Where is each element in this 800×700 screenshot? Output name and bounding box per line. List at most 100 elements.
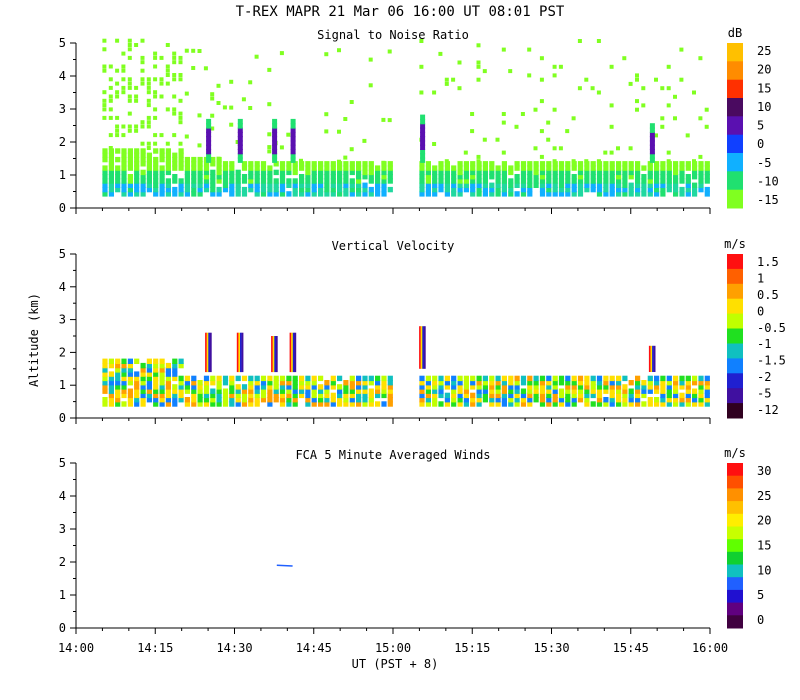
colorbar-label: 5 bbox=[757, 119, 764, 133]
snr-cell bbox=[501, 191, 507, 197]
velocity-cell bbox=[577, 392, 584, 399]
snr-cell bbox=[324, 161, 330, 167]
snr-cell bbox=[216, 161, 222, 167]
velocity-cell bbox=[698, 380, 704, 386]
velocity-cell bbox=[165, 367, 171, 373]
snr-cell bbox=[419, 174, 425, 180]
snr-cell bbox=[685, 191, 691, 197]
snr-cell bbox=[172, 191, 178, 197]
snr-cell bbox=[685, 165, 691, 171]
snr-cell bbox=[134, 98, 139, 103]
snr-cell bbox=[299, 182, 305, 188]
velocity-cell bbox=[508, 401, 514, 407]
snr-plume bbox=[272, 127, 278, 133]
snr-cell bbox=[146, 77, 151, 82]
snr-cell bbox=[299, 165, 305, 171]
snr-cell bbox=[368, 57, 373, 62]
snr-cell bbox=[343, 182, 349, 188]
snr-cell bbox=[241, 165, 248, 171]
velocity-cell bbox=[286, 397, 292, 403]
snr-cell bbox=[203, 66, 208, 71]
snr-cell bbox=[260, 186, 267, 193]
snr-cell bbox=[318, 186, 324, 193]
velocity-cell bbox=[115, 392, 121, 399]
snr-cell bbox=[248, 106, 253, 110]
velocity-cell bbox=[115, 367, 121, 373]
velocity-cell bbox=[685, 380, 691, 386]
snr-cell bbox=[115, 165, 121, 171]
snr-cell bbox=[609, 178, 615, 184]
velocity-cell bbox=[292, 401, 298, 407]
velocity-cell bbox=[692, 388, 698, 394]
colorbar-label: 20 bbox=[757, 63, 771, 77]
velocity-cell bbox=[102, 401, 108, 407]
snr-cell bbox=[159, 182, 165, 188]
snr-cell bbox=[698, 56, 703, 61]
colorbar-units: dB bbox=[728, 26, 742, 40]
snr-cell bbox=[457, 60, 462, 65]
velocity-cell bbox=[362, 401, 368, 407]
velocity-cell bbox=[552, 401, 558, 407]
snr-cell bbox=[387, 186, 393, 193]
velocity-cell bbox=[356, 401, 362, 407]
velocity-cell bbox=[571, 375, 577, 382]
velocity-cell bbox=[571, 388, 577, 394]
velocity-cell bbox=[628, 401, 634, 407]
velocity-cell bbox=[184, 397, 190, 403]
x-axis-label: UT (PST + 8) bbox=[352, 657, 439, 671]
snr-cell bbox=[539, 165, 546, 171]
velocity-cell bbox=[501, 392, 507, 399]
snr-cell bbox=[565, 161, 571, 167]
snr-cell bbox=[134, 182, 140, 188]
snr-cell bbox=[432, 165, 438, 171]
snr-cell bbox=[539, 191, 546, 197]
colorbar-label: 20 bbox=[757, 514, 771, 528]
velocity-cell bbox=[127, 371, 133, 377]
snr-cell bbox=[102, 186, 108, 193]
snr-cell bbox=[571, 182, 577, 188]
snr-cell bbox=[685, 133, 690, 138]
velocity-cell bbox=[241, 397, 248, 403]
velocity-cell bbox=[666, 397, 672, 403]
snr-cell bbox=[552, 169, 558, 176]
velocity-cell bbox=[673, 375, 679, 382]
colorbar-swatch bbox=[727, 403, 743, 419]
velocity-cell bbox=[577, 384, 584, 390]
velocity-cell bbox=[108, 401, 114, 407]
snr-cell bbox=[260, 174, 267, 180]
snr-cell bbox=[165, 152, 171, 158]
snr-plume bbox=[206, 148, 212, 155]
snr-cell bbox=[337, 165, 343, 171]
snr-cell bbox=[273, 191, 279, 197]
velocity-cell bbox=[216, 375, 222, 382]
velocity-cell bbox=[153, 397, 159, 403]
velocity-cell bbox=[514, 375, 520, 382]
snr-cell bbox=[337, 182, 343, 188]
velocity-cell bbox=[267, 392, 273, 399]
snr-cell bbox=[159, 133, 164, 138]
snr-cell bbox=[248, 161, 254, 167]
snr-cell bbox=[191, 66, 196, 70]
snr-cell bbox=[457, 169, 463, 176]
velocity-plume bbox=[422, 326, 425, 369]
velocity-cell bbox=[330, 375, 336, 382]
velocity-cell bbox=[489, 375, 495, 382]
velocity-cell bbox=[704, 375, 710, 382]
velocity-cell bbox=[267, 384, 273, 390]
velocity-cell bbox=[102, 362, 108, 369]
velocity-cell bbox=[609, 397, 615, 403]
snr-cell bbox=[108, 148, 114, 154]
velocity-cell bbox=[305, 388, 311, 394]
snr-cell bbox=[102, 156, 108, 163]
snr-cell bbox=[635, 165, 641, 171]
velocity-cell bbox=[482, 384, 488, 390]
velocity-cell bbox=[153, 358, 159, 364]
velocity-cell bbox=[451, 375, 457, 382]
snr-cell bbox=[628, 161, 634, 167]
velocity-plume bbox=[208, 332, 211, 373]
snr-cell bbox=[140, 186, 146, 193]
snr-cell bbox=[229, 165, 235, 171]
x-tick-label: 14:45 bbox=[296, 641, 332, 655]
velocity-cell bbox=[108, 380, 114, 386]
snr-cell bbox=[603, 169, 609, 176]
